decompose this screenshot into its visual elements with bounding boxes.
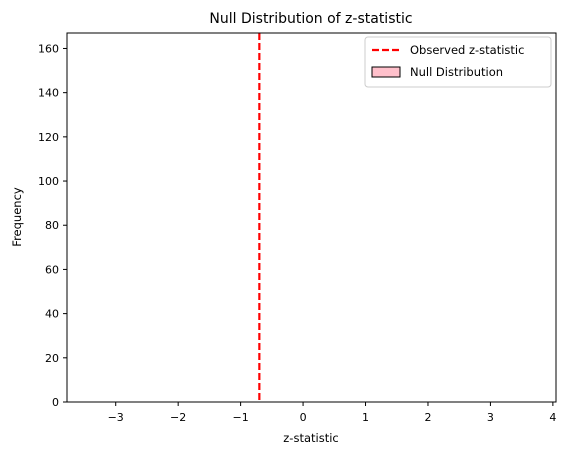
x-tick-label: 1 bbox=[362, 411, 369, 424]
x-axis-label: z-statistic bbox=[283, 431, 338, 445]
plot-frame bbox=[66, 32, 557, 403]
y-tick-label: 140 bbox=[38, 87, 59, 100]
y-tick-label: 0 bbox=[52, 396, 59, 409]
legend-patch-swatch bbox=[371, 66, 401, 78]
x-tick-label: −3 bbox=[108, 411, 124, 424]
x-tick-label: 0 bbox=[300, 411, 307, 424]
y-axis-label: Frequency bbox=[10, 187, 24, 247]
y-tick-label: 100 bbox=[38, 175, 59, 188]
legend: Observed z-statistic Null Distribution bbox=[364, 36, 552, 88]
y-tick-label: 160 bbox=[38, 42, 59, 55]
y-axis-ticks: 0 20 40 60 80 100 120 140 160 bbox=[38, 42, 67, 409]
x-tick-label: −2 bbox=[170, 411, 186, 424]
chart-title: Null Distribution of z-statistic bbox=[209, 11, 412, 27]
legend-label-observed: Observed z-statistic bbox=[410, 43, 524, 57]
x-tick-label: −1 bbox=[233, 411, 249, 424]
legend-label-null: Null Distribution bbox=[410, 65, 503, 79]
x-tick-label: 3 bbox=[487, 411, 494, 424]
y-tick-label: 20 bbox=[45, 352, 59, 365]
x-axis-ticks: −3 −2 −1 0 1 2 3 4 bbox=[108, 402, 556, 424]
y-tick-label: 80 bbox=[45, 219, 59, 232]
y-tick-label: 120 bbox=[38, 131, 59, 144]
y-tick-label: 40 bbox=[45, 308, 59, 321]
x-tick-label: 4 bbox=[549, 411, 556, 424]
x-tick-label: 2 bbox=[424, 411, 431, 424]
legend-box bbox=[364, 36, 552, 88]
y-tick-label: 60 bbox=[45, 263, 59, 276]
